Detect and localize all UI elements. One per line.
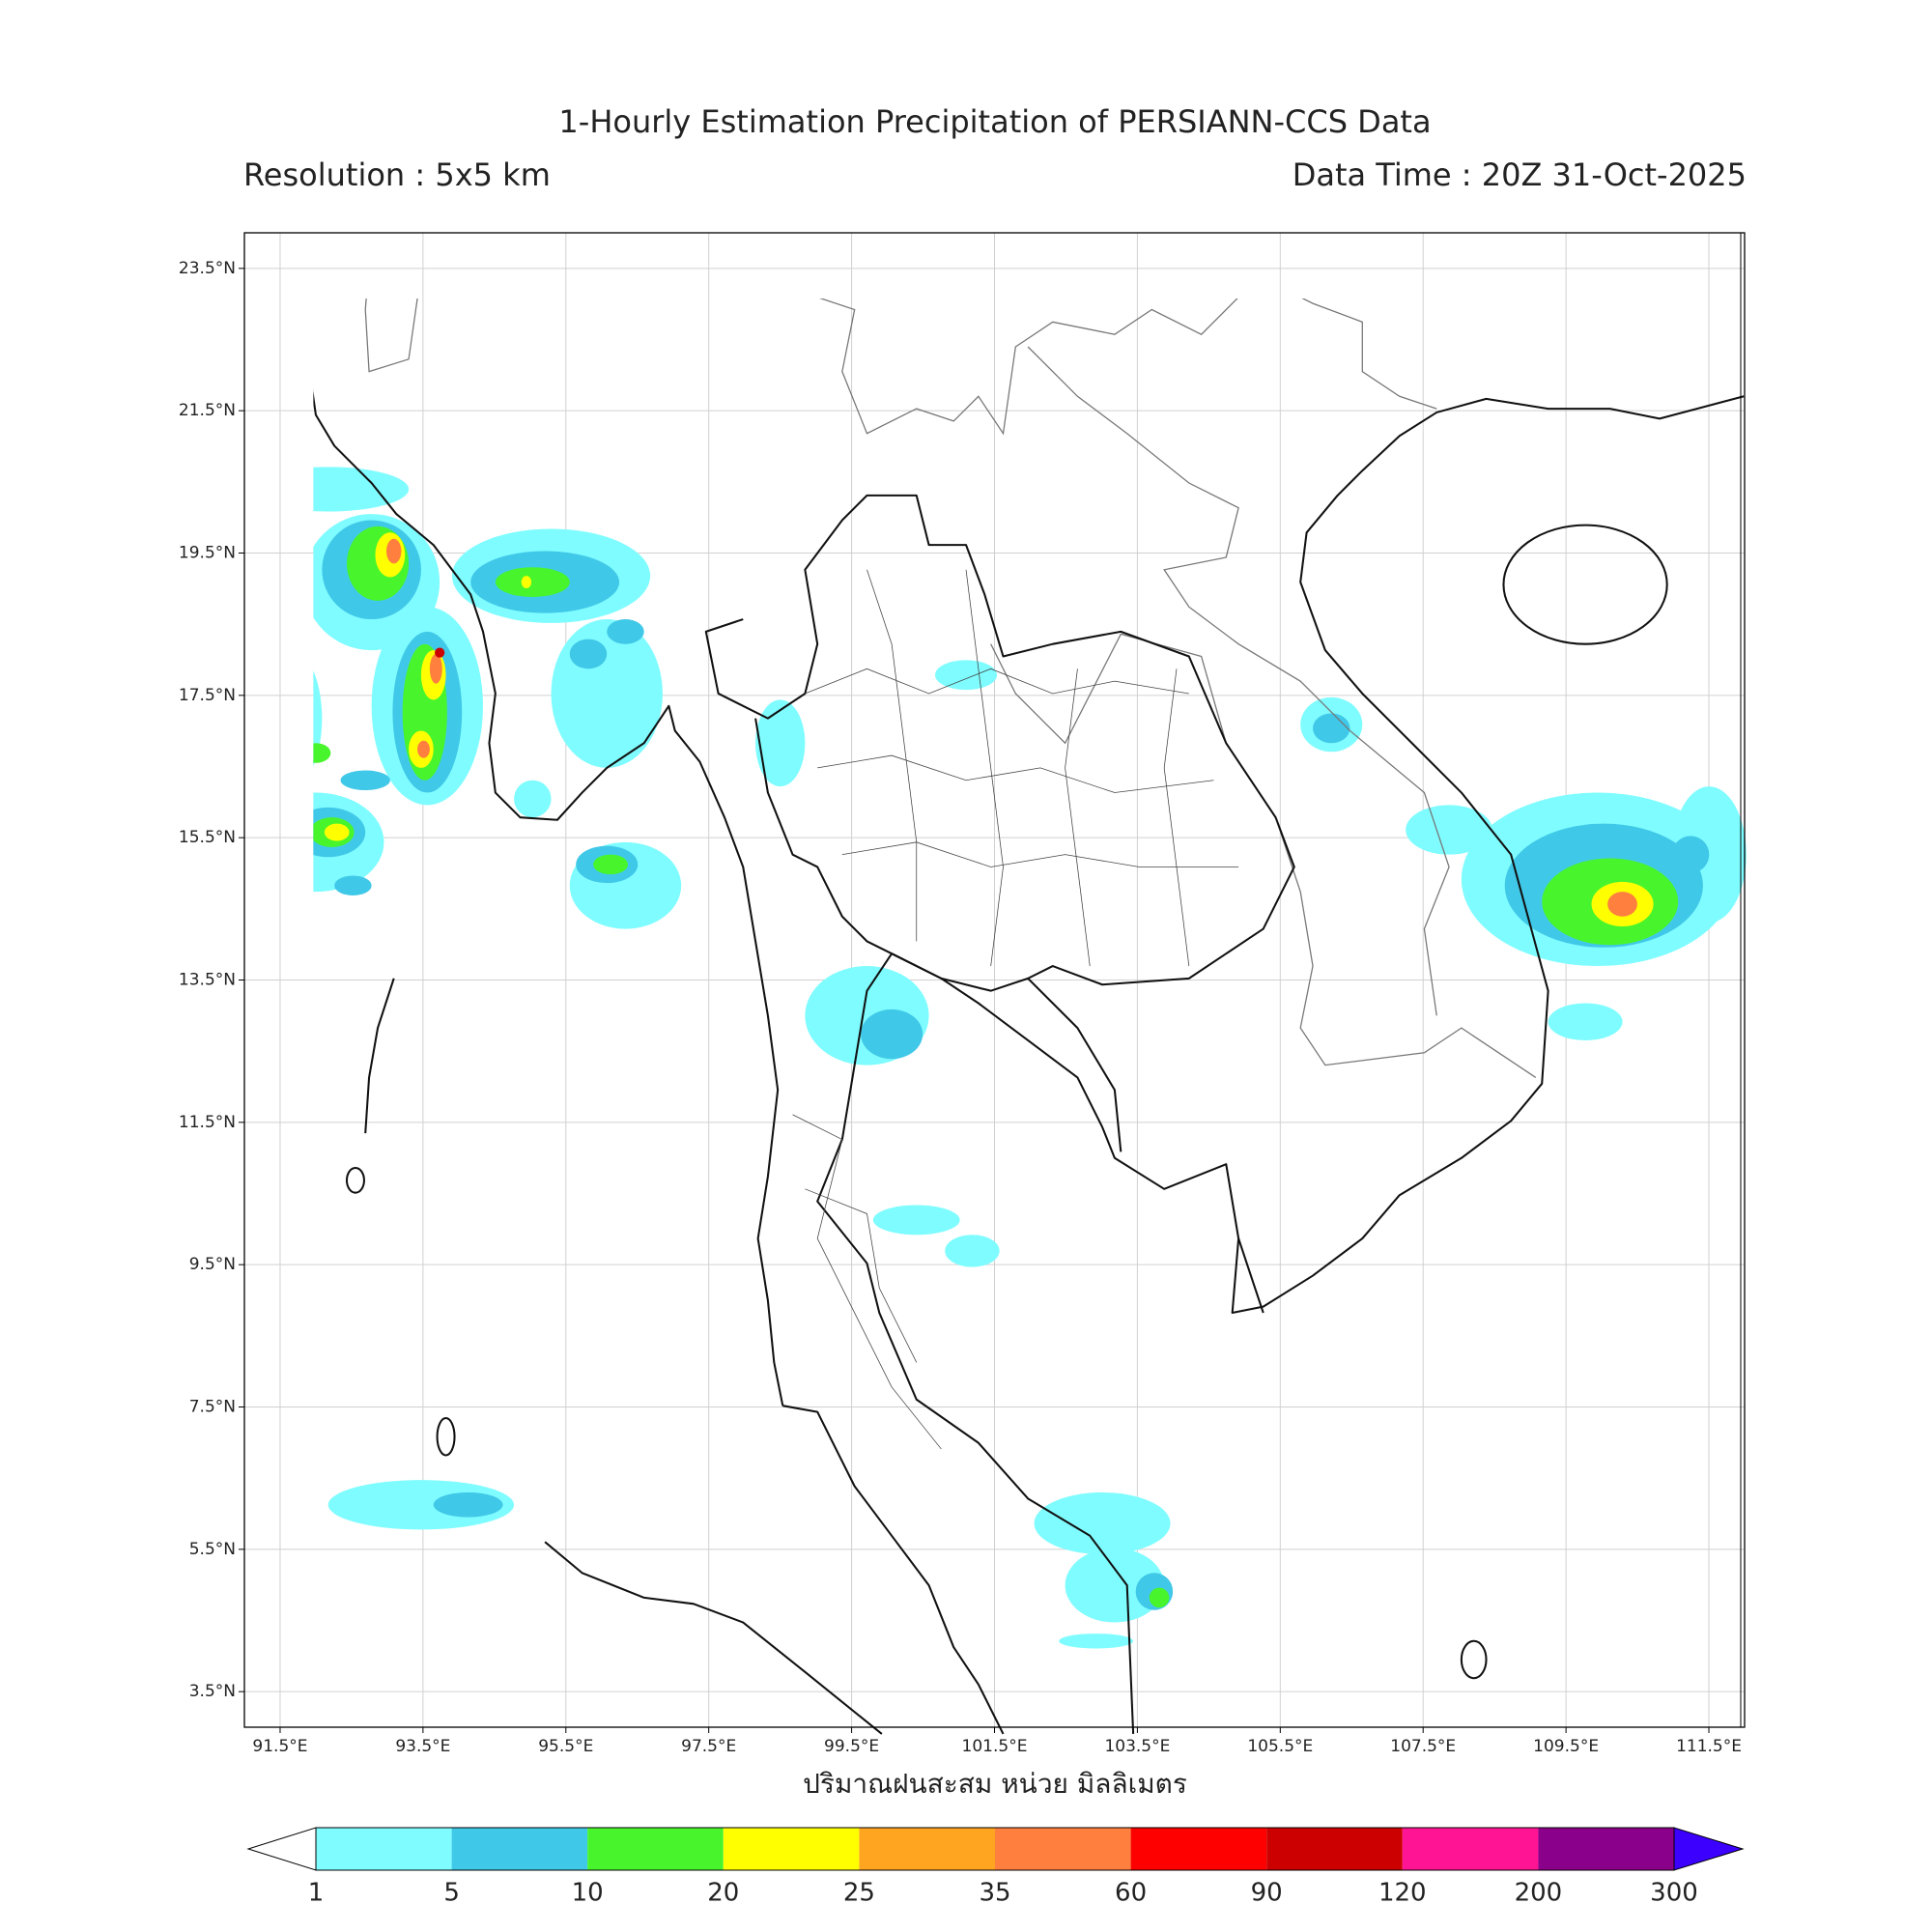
colorbar-label: 35 <box>979 1879 1010 1908</box>
coastlines <box>313 390 1745 1735</box>
colorbar-label: 200 <box>1515 1879 1563 1908</box>
x-tick-label: 103.5°E <box>1104 1737 1170 1756</box>
resolution: Resolution : 5x5 km <box>243 156 551 193</box>
y-tick-label: 5.5°N <box>189 1540 236 1559</box>
y-tick-label: 11.5°N <box>179 1113 236 1132</box>
x-tick-label: 99.5°E <box>824 1737 879 1756</box>
colorbar-bin <box>1130 1828 1267 1870</box>
y-tick-label: 21.5°N <box>179 401 236 420</box>
grid <box>244 233 1745 1727</box>
colorbar-bin <box>859 1828 995 1870</box>
y-tick-label: 19.5°N <box>179 544 236 563</box>
x-tick-label: 111.5°E <box>1676 1737 1742 1756</box>
y-tick-label: 13.5°N <box>179 971 236 990</box>
colorbar-bin <box>587 1828 724 1870</box>
x-tick-label: 101.5°E <box>962 1737 1028 1756</box>
colorbar-label: 1 <box>308 1879 325 1908</box>
colorbar-label: 25 <box>843 1879 875 1908</box>
y-tick-label: 15.5°N <box>179 828 236 847</box>
x-label: ปริมาณฝนสะสม หน่วย มิลลิเมตร <box>803 1768 1187 1800</box>
ticks: 91.5°E 93.5°E 95.5°E 97.5°E 99.5°E 101.5°E 103… <box>179 259 1742 1756</box>
x-tick-label: 105.5°E <box>1247 1737 1313 1756</box>
colorbar-over <box>1673 1827 1745 1871</box>
colorbar-bin <box>723 1828 860 1870</box>
x-tick-label: 109.5°E <box>1533 1737 1599 1756</box>
map-layers <box>313 298 1747 1735</box>
colorbar-label: 10 <box>572 1879 604 1908</box>
x-tick-label: 97.5°E <box>681 1737 736 1756</box>
colorbar-label: 60 <box>1115 1879 1147 1908</box>
colorbar-label: 120 <box>1378 1879 1427 1908</box>
colorbar-bin <box>316 1828 452 1870</box>
x-tick-label: 107.5°E <box>1390 1737 1456 1756</box>
colorbar-under <box>246 1827 317 1871</box>
x-tick-label: 93.5°E <box>395 1737 450 1756</box>
y-tick-label: 23.5°N <box>179 259 236 278</box>
title: 1-Hourly Estimation Precipitation of PER… <box>558 103 1431 140</box>
x-tick-label: 91.5°E <box>252 1737 307 1756</box>
colorbar-label: 300 <box>1650 1879 1698 1908</box>
colorbar-frame <box>315 1827 1675 1871</box>
y-tick-label: 7.5°N <box>189 1398 236 1417</box>
colorbar-label: 90 <box>1251 1879 1283 1908</box>
y-tick-label: 9.5°N <box>189 1255 236 1274</box>
colorbar-bin <box>995 1828 1131 1870</box>
colorbar-label: 5 <box>443 1879 460 1908</box>
colorbar-label: 20 <box>707 1879 739 1908</box>
colorbar-bin <box>1266 1828 1403 1870</box>
data-time: Data Time : 20Z 31-Oct-2025 <box>1293 156 1747 193</box>
y-tick-label: 17.5°N <box>179 686 236 705</box>
borders <box>364 298 1537 1314</box>
colorbar: 1 5 10 20 25 35 60 90 120 200 300 <box>246 1827 1745 1908</box>
y-tick-label: 3.5°N <box>189 1682 236 1701</box>
rain <box>313 467 1747 1649</box>
colorbar-bin <box>1402 1828 1539 1870</box>
colorbar-bin <box>1538 1828 1674 1870</box>
colorbar-bin <box>451 1828 588 1870</box>
x-tick-label: 95.5°E <box>538 1737 593 1756</box>
provinces <box>792 569 1239 1450</box>
